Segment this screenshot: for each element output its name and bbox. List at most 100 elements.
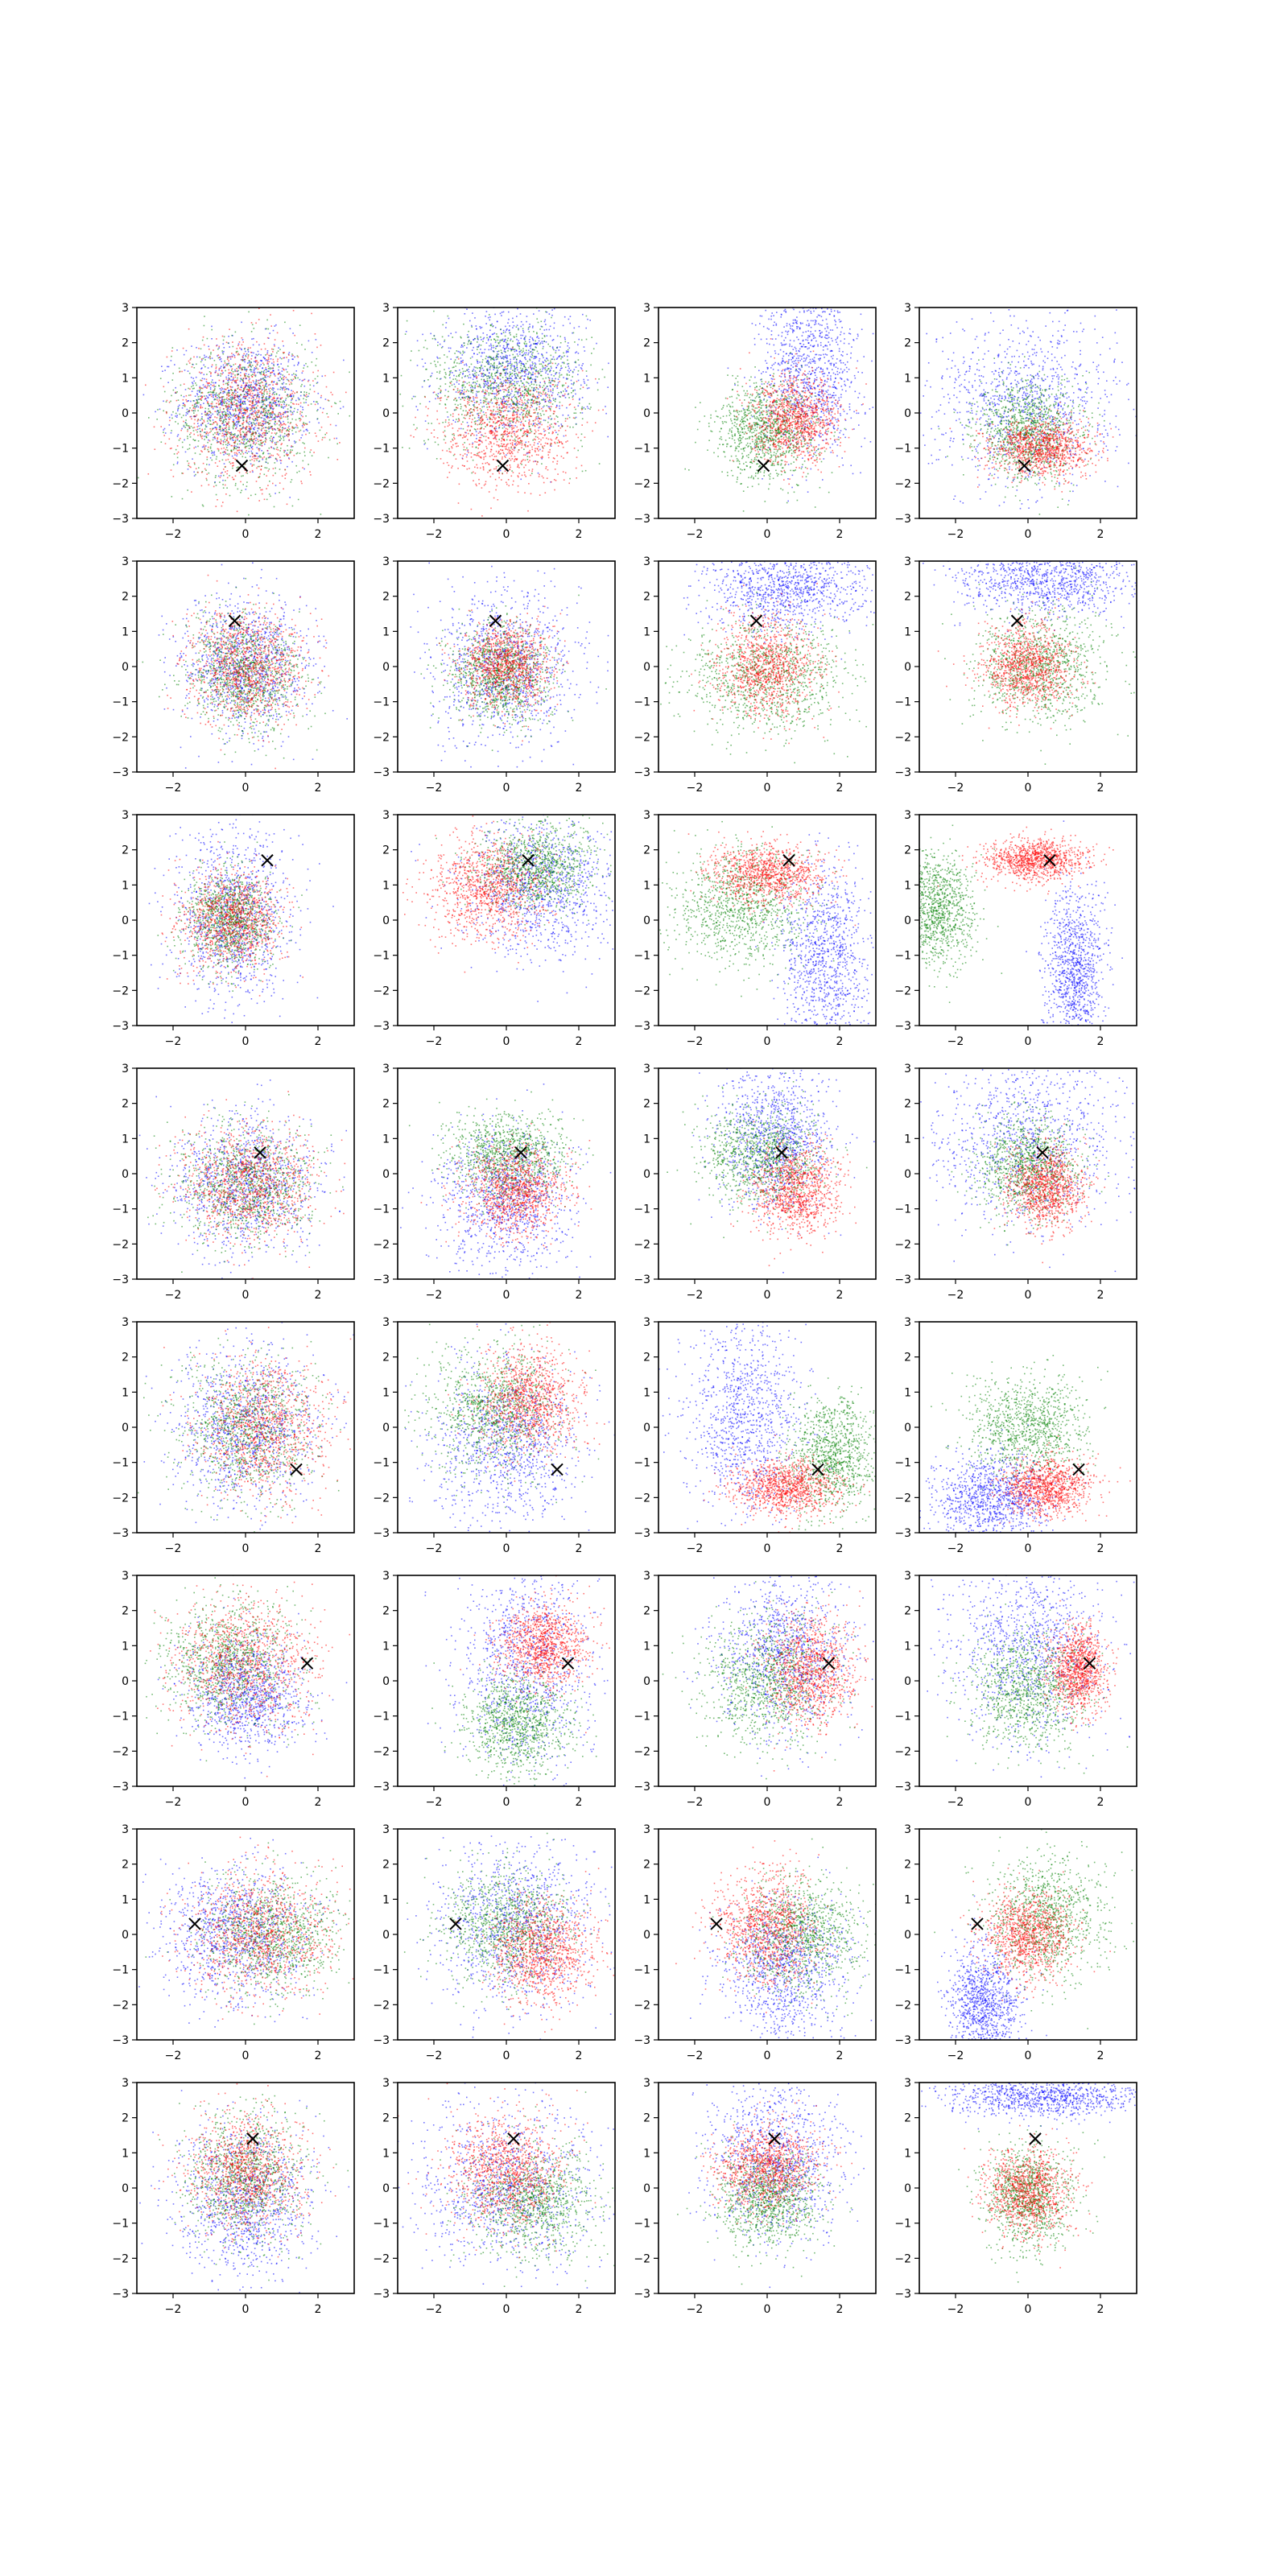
point-green	[460, 353, 461, 354]
point-blue	[555, 350, 557, 352]
point-blue	[208, 385, 209, 386]
point-green	[481, 424, 482, 426]
point-red	[206, 473, 208, 475]
point-red	[299, 420, 301, 422]
point-red	[221, 440, 222, 442]
point-green	[510, 374, 512, 375]
point-blue	[270, 384, 271, 386]
point-green	[270, 453, 271, 455]
point-green	[528, 367, 530, 369]
point-red	[216, 402, 217, 404]
point-green	[263, 378, 265, 379]
point-red	[243, 422, 245, 423]
point-red	[250, 407, 251, 409]
point-green	[460, 398, 462, 400]
point-blue	[248, 351, 250, 353]
point-green	[536, 385, 538, 386]
point-blue	[222, 417, 224, 419]
point-red	[242, 369, 243, 371]
point-red	[184, 404, 185, 406]
point-blue	[257, 427, 258, 429]
point-blue	[232, 409, 233, 411]
point-red	[233, 423, 235, 425]
point-blue	[260, 360, 262, 361]
point-red	[216, 366, 217, 368]
point-green	[561, 374, 563, 376]
point-red	[246, 419, 248, 420]
point-blue	[422, 359, 423, 361]
point-green	[279, 492, 280, 493]
point-green	[268, 457, 270, 459]
point-green	[503, 370, 505, 372]
point-green	[530, 399, 532, 401]
point-red	[229, 432, 231, 434]
point-green	[244, 444, 246, 445]
point-green	[193, 430, 195, 431]
point-red	[232, 421, 233, 423]
point-blue	[576, 351, 578, 353]
point-green	[303, 422, 304, 423]
point-red	[215, 396, 217, 398]
point-green	[536, 409, 538, 411]
point-green	[290, 452, 291, 454]
point-green	[541, 463, 543, 464]
point-blue	[514, 378, 516, 379]
point-blue	[213, 419, 214, 421]
point-blue	[574, 369, 576, 371]
point-green	[317, 376, 319, 378]
point-blue	[437, 342, 439, 344]
point-red	[237, 419, 238, 420]
point-red	[313, 452, 315, 453]
point-blue	[500, 378, 502, 380]
point-blue	[539, 382, 541, 383]
point-blue	[532, 372, 534, 374]
point-blue	[211, 338, 213, 340]
point-red	[286, 377, 287, 378]
point-blue	[210, 415, 212, 417]
point-blue	[518, 341, 519, 342]
point-green	[291, 419, 293, 420]
point-green	[471, 385, 473, 386]
point-green	[473, 374, 474, 376]
point-red	[258, 427, 260, 429]
point-green	[265, 467, 266, 469]
point-red	[258, 394, 259, 396]
point-red	[167, 400, 168, 402]
point-green	[254, 328, 255, 329]
point-blue	[234, 355, 236, 357]
point-blue	[462, 373, 464, 374]
point-red	[219, 415, 221, 416]
point-red	[221, 436, 223, 437]
point-red	[261, 436, 262, 437]
point-blue	[559, 406, 560, 407]
point-green	[252, 324, 254, 326]
point-red	[306, 394, 308, 396]
point-red	[243, 443, 245, 444]
point-green	[179, 368, 180, 369]
point-red	[253, 443, 254, 444]
point-blue	[581, 365, 583, 366]
point-blue	[514, 383, 515, 385]
point-red	[231, 451, 233, 452]
point-red	[272, 384, 274, 386]
point-red	[274, 345, 275, 347]
point-red	[254, 398, 255, 399]
point-red	[283, 428, 285, 430]
point-red	[303, 423, 304, 425]
point-green	[219, 398, 221, 399]
point-green	[278, 401, 279, 402]
point-blue	[208, 435, 209, 436]
point-green	[461, 378, 463, 379]
point-blue	[556, 358, 558, 360]
point-green	[242, 403, 244, 405]
point-red	[201, 372, 203, 374]
point-green	[288, 405, 290, 407]
point-green	[480, 368, 481, 369]
point-blue	[192, 458, 193, 460]
point-green	[586, 385, 588, 386]
point-red	[280, 423, 282, 425]
point-green	[545, 369, 547, 370]
point-green	[259, 455, 261, 456]
point-red	[287, 504, 288, 506]
point-green	[275, 414, 276, 415]
